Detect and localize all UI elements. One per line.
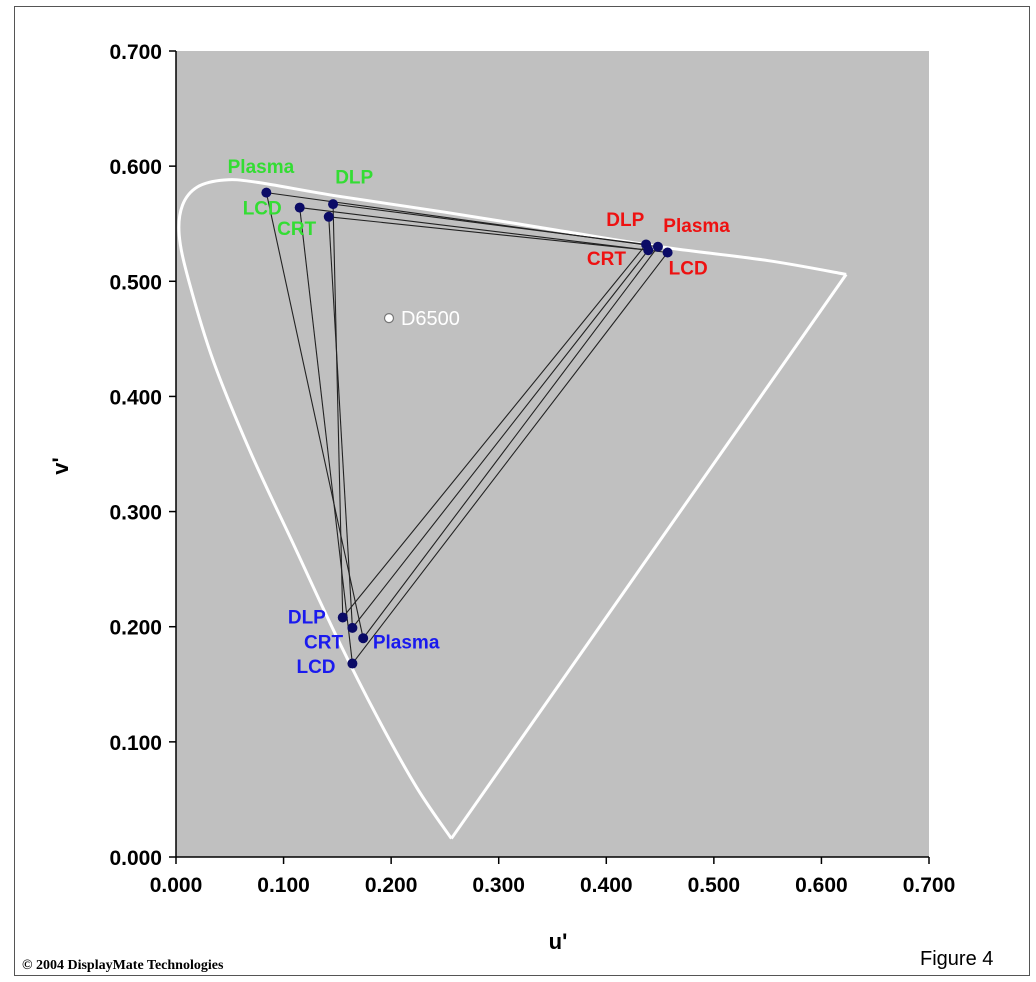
white-point-marker: [383, 313, 395, 324]
gamut-edge-dlp: [342, 244, 647, 618]
y-tick-label: 0.200: [109, 617, 162, 640]
x-tick-label: 0.500: [688, 874, 741, 897]
primary-point-red-plasma: [652, 241, 663, 252]
point-label-green-crt: CRT: [277, 219, 316, 240]
y-tick-label: 0.700: [109, 41, 162, 64]
gamut-edge-crt: [351, 249, 649, 629]
x-tick-label: 0.600: [795, 874, 848, 897]
primary-points-layer: [261, 187, 673, 669]
point-label-red-lcd: LCD: [669, 258, 708, 279]
gamut-edge-dlp: [332, 204, 344, 618]
primary-point-red-lcd: [662, 247, 673, 258]
y-tick-label: 0.600: [109, 156, 162, 179]
gamut-edge-lcd: [299, 207, 668, 254]
gamut-edge-dlp: [332, 203, 647, 245]
x-axis-title: u': [549, 929, 568, 954]
purple-line: [450, 273, 848, 840]
x-tick-label: 0.200: [365, 874, 418, 897]
y-tick-label: 0.500: [109, 271, 162, 294]
x-tick-label: 0.700: [903, 874, 956, 897]
y-tick-label: 0.400: [109, 386, 162, 409]
spectral-locus: [177, 178, 847, 840]
gamut-edge-lcd: [351, 252, 669, 664]
spectral-locus-layer: [177, 178, 848, 840]
axes-layer: 0.000 0.100 0.200 0.300 0.400 0.500 0.600 0.700…: [109, 41, 955, 897]
gamut-edge-plasma: [265, 192, 364, 639]
x-tick-label: 0.400: [580, 874, 633, 897]
y-axis-title: v': [48, 457, 73, 474]
white-point-label: D6500: [401, 308, 460, 330]
primary-point-green-dlp: [328, 199, 339, 210]
y-tick-label: 0.000: [109, 847, 162, 870]
point-label-blue-plasma: Plasma: [373, 633, 440, 654]
x-tick-label: 0.100: [257, 874, 310, 897]
primary-point-red-crt: [643, 245, 654, 256]
primary-point-green-plasma: [261, 187, 272, 198]
point-label-blue-lcd: LCD: [296, 657, 335, 678]
gamut-edge-plasma: [362, 246, 659, 639]
primary-point-blue-lcd: [347, 658, 358, 669]
point-label-green-lcd: LCD: [243, 199, 282, 220]
primary-point-green-crt: [323, 211, 334, 222]
x-tick-label: 0.000: [150, 874, 203, 897]
point-label-red-dlp: DLP: [606, 210, 644, 231]
point-label-red-plasma: Plasma: [663, 216, 730, 237]
primary-point-blue-crt: [347, 622, 358, 633]
primary-point-green-lcd: [294, 202, 305, 213]
y-tick-label: 0.100: [109, 732, 162, 755]
point-label-blue-dlp: DLP: [288, 607, 326, 628]
point-label-blue-crt: CRT: [304, 633, 343, 654]
figure-label: Figure 4: [920, 948, 994, 970]
copyright-notice: © 2004 DisplayMate Technologies: [22, 958, 224, 973]
gamut-edge-crt: [328, 216, 353, 628]
y-tick-label: 0.300: [109, 502, 162, 525]
point-label-green-dlp: DLP: [335, 167, 373, 188]
gamut-edge-lcd: [299, 207, 353, 664]
primary-point-blue-plasma: [358, 633, 369, 644]
point-label-green-plasma: Plasma: [228, 157, 295, 178]
plot-area: [176, 51, 929, 857]
x-tick-label: 0.300: [472, 874, 525, 897]
gamut-edge-crt: [328, 216, 649, 251]
primary-point-blue-dlp: [337, 612, 348, 623]
point-label-red-crt: CRT: [587, 249, 626, 270]
